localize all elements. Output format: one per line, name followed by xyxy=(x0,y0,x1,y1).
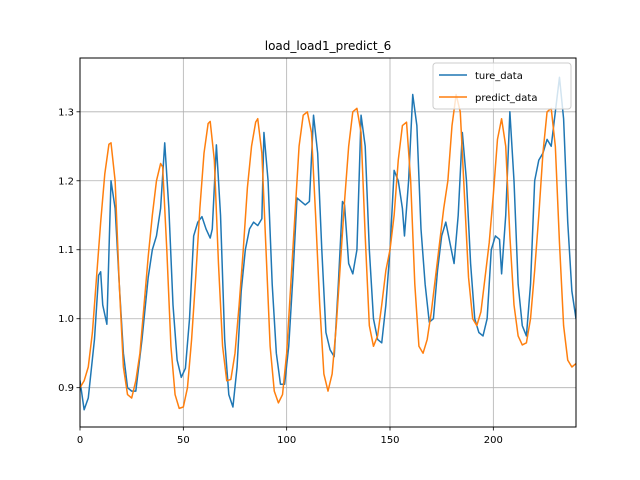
x-tick-label: 0 xyxy=(77,435,83,446)
plot-frame xyxy=(79,57,577,428)
legend-box xyxy=(432,62,572,110)
legend-label-predict-data: predict_data xyxy=(475,93,537,104)
series-area xyxy=(80,76,576,411)
axis-ticks: 0 50 100 150 200 0.9 1.0 1.1 1.2 1.3 xyxy=(58,107,503,446)
y-tick-label: 1.1 xyxy=(58,245,74,256)
legend-label-ture-data: ture_data xyxy=(475,71,523,82)
x-tick-label: 100 xyxy=(277,435,296,446)
x-tick-label: 200 xyxy=(484,435,503,446)
y-tick-label: 0.9 xyxy=(58,383,74,394)
series-line-ture-data xyxy=(80,76,576,411)
y-tick-label: 1.2 xyxy=(58,176,74,187)
y-tick-label: 1.3 xyxy=(58,107,74,118)
x-tick-label: 50 xyxy=(177,435,190,446)
series-line-predict-data xyxy=(80,93,576,410)
legend: ture_data predict_data xyxy=(432,62,572,110)
x-tick-label: 150 xyxy=(380,435,399,446)
chart-title: load_load1_predict_6 xyxy=(265,39,392,53)
y-tick-label: 1.0 xyxy=(58,314,74,325)
